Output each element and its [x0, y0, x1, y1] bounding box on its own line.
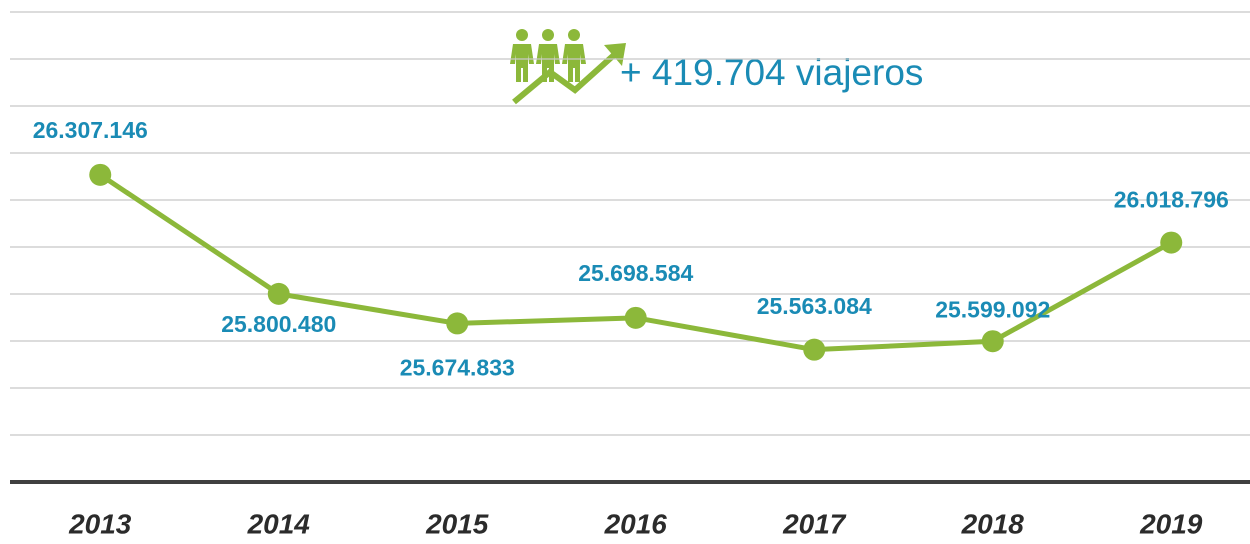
annotation: + 419.704 viajeros [620, 52, 923, 93]
point [89, 163, 112, 186]
point [446, 312, 469, 335]
x-tick-label: 2019 [1139, 508, 1203, 539]
x-tick-label: 2016 [604, 508, 668, 539]
data-label: 26.018.796 [1114, 187, 1229, 213]
data-label: 25.800.480 [221, 311, 336, 337]
data-label: 25.674.833 [400, 354, 515, 380]
growth-icon [510, 29, 626, 105]
point [981, 330, 1004, 353]
x-tick-label: 2018 [961, 508, 1025, 539]
point [267, 282, 290, 305]
data-label: 25.599.092 [935, 296, 1050, 322]
point [1160, 231, 1183, 254]
data-label: 26.307.146 [33, 117, 148, 143]
x-tick-label: 2015 [425, 508, 489, 539]
data-label: 25.698.584 [578, 260, 693, 286]
point [803, 338, 826, 361]
x-tick-label: 2017 [782, 508, 847, 539]
point [624, 306, 647, 329]
data-label: 25.563.084 [757, 293, 872, 319]
x-tick-label: 2013 [68, 508, 132, 539]
x-tick-label: 2014 [247, 508, 311, 539]
